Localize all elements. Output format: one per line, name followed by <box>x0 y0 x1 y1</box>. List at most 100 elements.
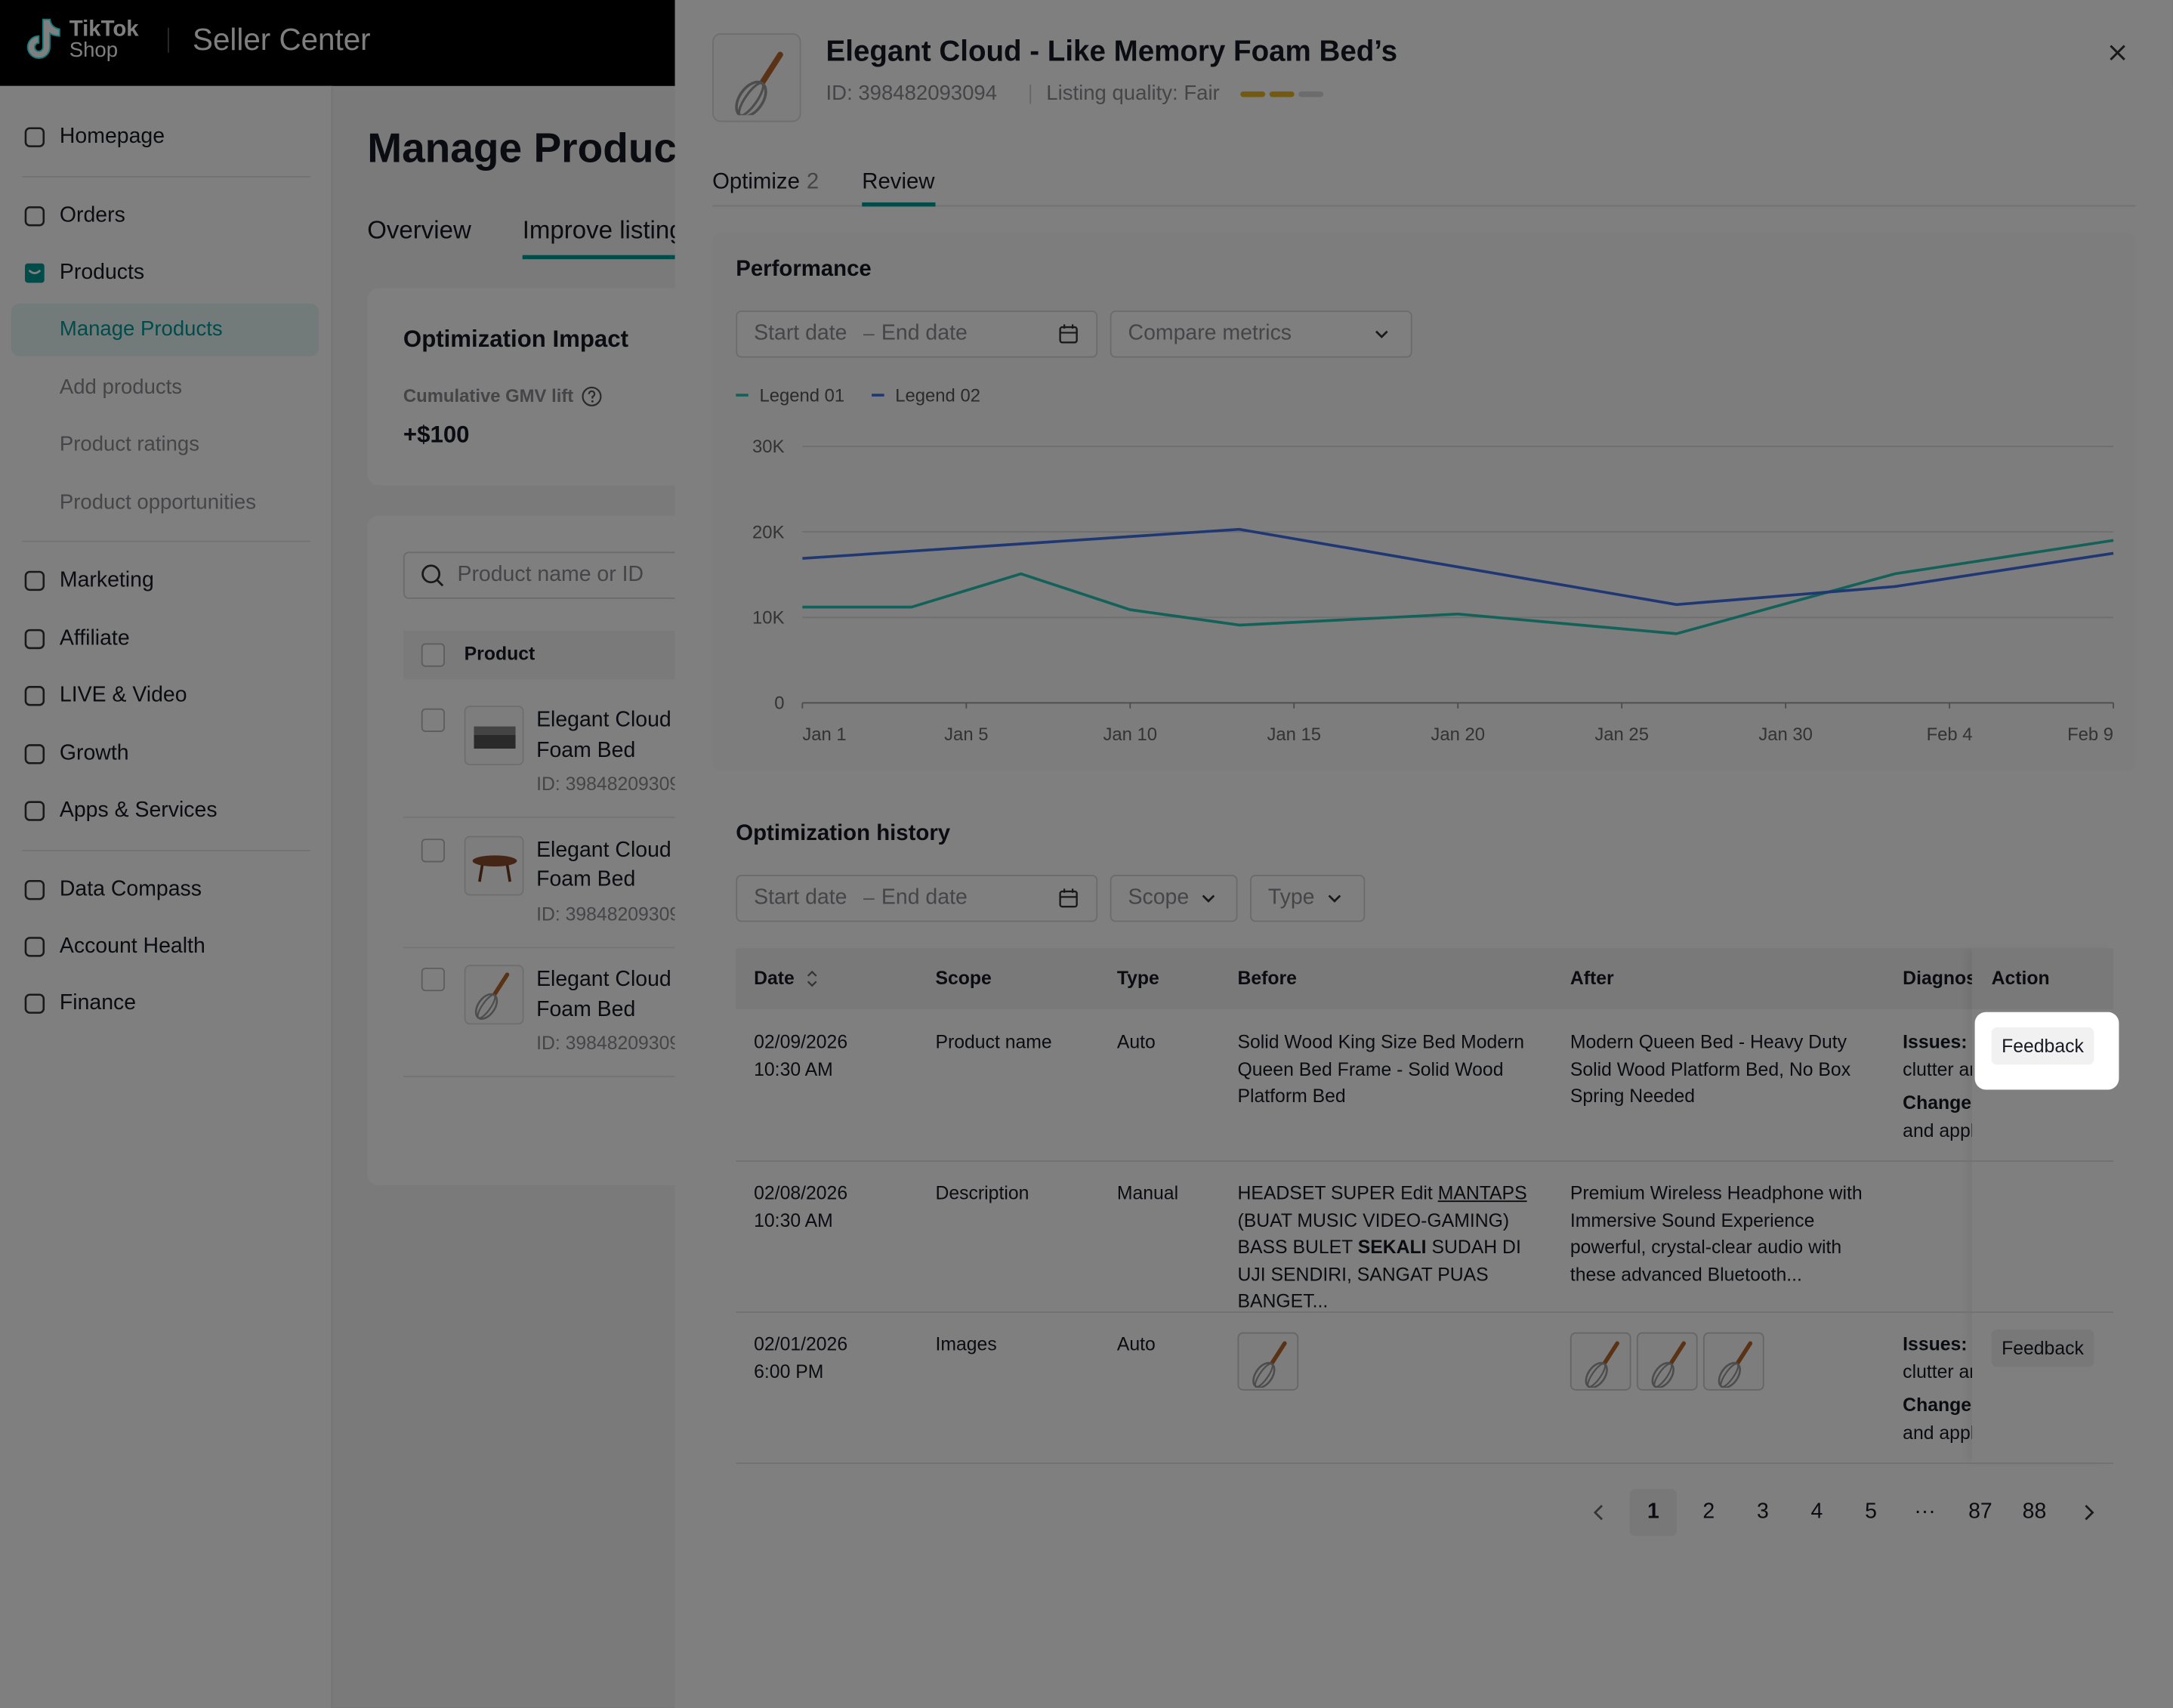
nav-subitem[interactable]: Product opportunities <box>59 491 257 515</box>
date-range-input[interactable] <box>736 875 1098 922</box>
page-button[interactable]: 1 <box>1647 1500 1659 1524</box>
chevron-icon <box>1328 894 1341 903</box>
select[interactable] <box>1249 875 1366 922</box>
page-button[interactable]: 87 <box>1968 1500 1992 1524</box>
whisk-loop <box>1720 1363 1739 1388</box>
cell-type: Auto <box>1116 1031 1156 1052</box>
nav-subitem[interactable]: Manage Products <box>59 317 223 341</box>
bed <box>474 726 516 735</box>
handle <box>1669 1341 1687 1365</box>
logo-icon <box>26 18 60 59</box>
cell-after: Premium Wireless Headphone with Immersiv… <box>1570 1182 1863 1285</box>
page-button[interactable]: 88 <box>2022 1500 2047 1524</box>
feedback-button[interactable]: Feedback <box>1991 1329 2094 1367</box>
checkbox[interactable] <box>421 643 445 667</box>
cell-time: 10:30 AM <box>754 1209 833 1231</box>
text-segment: MANTAPS <box>1437 1182 1527 1203</box>
page-tab: Improve listings <box>522 216 696 245</box>
page-button[interactable]: 3 <box>1756 1500 1769 1524</box>
x-tick-label: Feb 9 <box>2067 724 2113 745</box>
drawer-tab[interactable]: Review <box>862 171 935 195</box>
nav-subitem[interactable]: Product ratings <box>59 432 200 457</box>
nav-icon <box>24 993 45 1014</box>
select-placeholder: Scope <box>1128 885 1190 910</box>
table-header-bg <box>736 948 2114 1010</box>
image-thumb <box>1237 1332 1299 1391</box>
cell-date: 02/08/2026 <box>754 1182 848 1203</box>
y-tick-label: 20K <box>752 522 785 542</box>
nav-item[interactable]: Apps & Services <box>59 798 218 822</box>
cell-time: 10:30 AM <box>754 1058 833 1079</box>
handle <box>1270 1341 1287 1365</box>
thumb-image <box>474 726 516 749</box>
checkbox[interactable] <box>421 838 445 862</box>
cell-diagnosis: Changes <box>1903 1089 1972 1117</box>
card-title: Optimization Impact <box>403 325 629 352</box>
product-id: ID: 398482093094 <box>536 1033 690 1055</box>
x-tick-label: Jan 10 <box>1103 724 1157 745</box>
cell-date: 02/09/2026 <box>754 1031 848 1052</box>
nav-item[interactable]: Data Compass <box>59 877 202 901</box>
thumb-image <box>1252 1341 1287 1388</box>
next-icon[interactable] <box>2085 1505 2094 1521</box>
page-button[interactable]: 4 <box>1810 1500 1823 1524</box>
chevron-icon <box>1202 894 1215 903</box>
product-thumb <box>464 835 524 895</box>
calendar-icon <box>1059 888 1078 908</box>
prev-icon[interactable] <box>1593 1505 1604 1521</box>
sort-icon[interactable] <box>807 970 817 987</box>
checkbox[interactable] <box>421 708 445 732</box>
nav-item[interactable]: Affiliate <box>59 626 130 650</box>
whisk-loop <box>1254 1363 1273 1388</box>
nav-item[interactable]: LIVE & Video <box>59 683 187 707</box>
row-separator <box>736 1462 2114 1464</box>
nav-item[interactable]: Homepage <box>59 124 165 149</box>
y-tick-label: 10K <box>752 608 785 629</box>
drawer-tab[interactable]: Optimize <box>712 171 800 195</box>
bed <box>474 734 516 749</box>
nav-item[interactable]: Finance <box>59 990 137 1015</box>
select[interactable] <box>1110 310 1412 358</box>
select[interactable] <box>1110 875 1238 922</box>
checkbox[interactable] <box>421 967 445 992</box>
nav-item[interactable]: Orders <box>59 203 125 227</box>
next-page <box>2085 1505 2094 1521</box>
whisk-loop <box>1653 1363 1673 1388</box>
date-range-input[interactable] <box>736 310 1098 358</box>
product-id: ID: 398482093094 <box>536 903 690 925</box>
impact-card <box>367 288 728 486</box>
nav-item[interactable]: Growth <box>59 741 129 765</box>
nav-icon <box>24 629 45 650</box>
cell-diagnosis: Changes <box>1903 1392 1972 1419</box>
help-icon <box>591 400 594 403</box>
thumb-image <box>1651 1341 1687 1388</box>
page-button[interactable]: 2 <box>1702 1500 1715 1524</box>
x-tick-label: Jan 20 <box>1431 724 1485 745</box>
column-header: Type <box>1116 968 1159 989</box>
tab-count: 2 <box>806 171 820 195</box>
table-header: Product <box>464 644 536 665</box>
product-thumb <box>464 965 524 1025</box>
nav-icon <box>24 937 45 957</box>
nav-item[interactable]: Account Health <box>59 934 205 958</box>
nav-item[interactable]: Marketing <box>59 568 154 592</box>
x-tick-label: Feb 4 <box>1927 724 1973 745</box>
image-thumb <box>1636 1332 1698 1391</box>
spotlight-overlay <box>1975 1012 2119 1090</box>
quality-bar <box>1240 91 1266 97</box>
page-button[interactable]: 5 <box>1865 1500 1877 1524</box>
cell-date: 02/01/2026 <box>754 1333 848 1354</box>
page-button[interactable]: ··· <box>1914 1500 1936 1524</box>
text-segment: SUDAH DI UJI SENDIRI, SANGAT PUAS BANGET… <box>1237 1236 1521 1312</box>
close-icon[interactable] <box>2110 45 2125 60</box>
image-thumb <box>1570 1332 1631 1391</box>
nav-separator <box>22 540 310 542</box>
cell-diagnosis: and appl <box>1903 1117 1972 1144</box>
drawer: Elegant Cloud - Like Memory Foam Bed’s ID… <box>674 0 2173 1708</box>
nav-item[interactable]: Products <box>59 260 145 284</box>
date-placeholder: End date <box>881 885 968 910</box>
feedback-button[interactable]: Feedback <box>1991 1027 2094 1065</box>
nav-subitem[interactable]: Add products <box>59 375 183 400</box>
tab-underline <box>862 202 936 207</box>
